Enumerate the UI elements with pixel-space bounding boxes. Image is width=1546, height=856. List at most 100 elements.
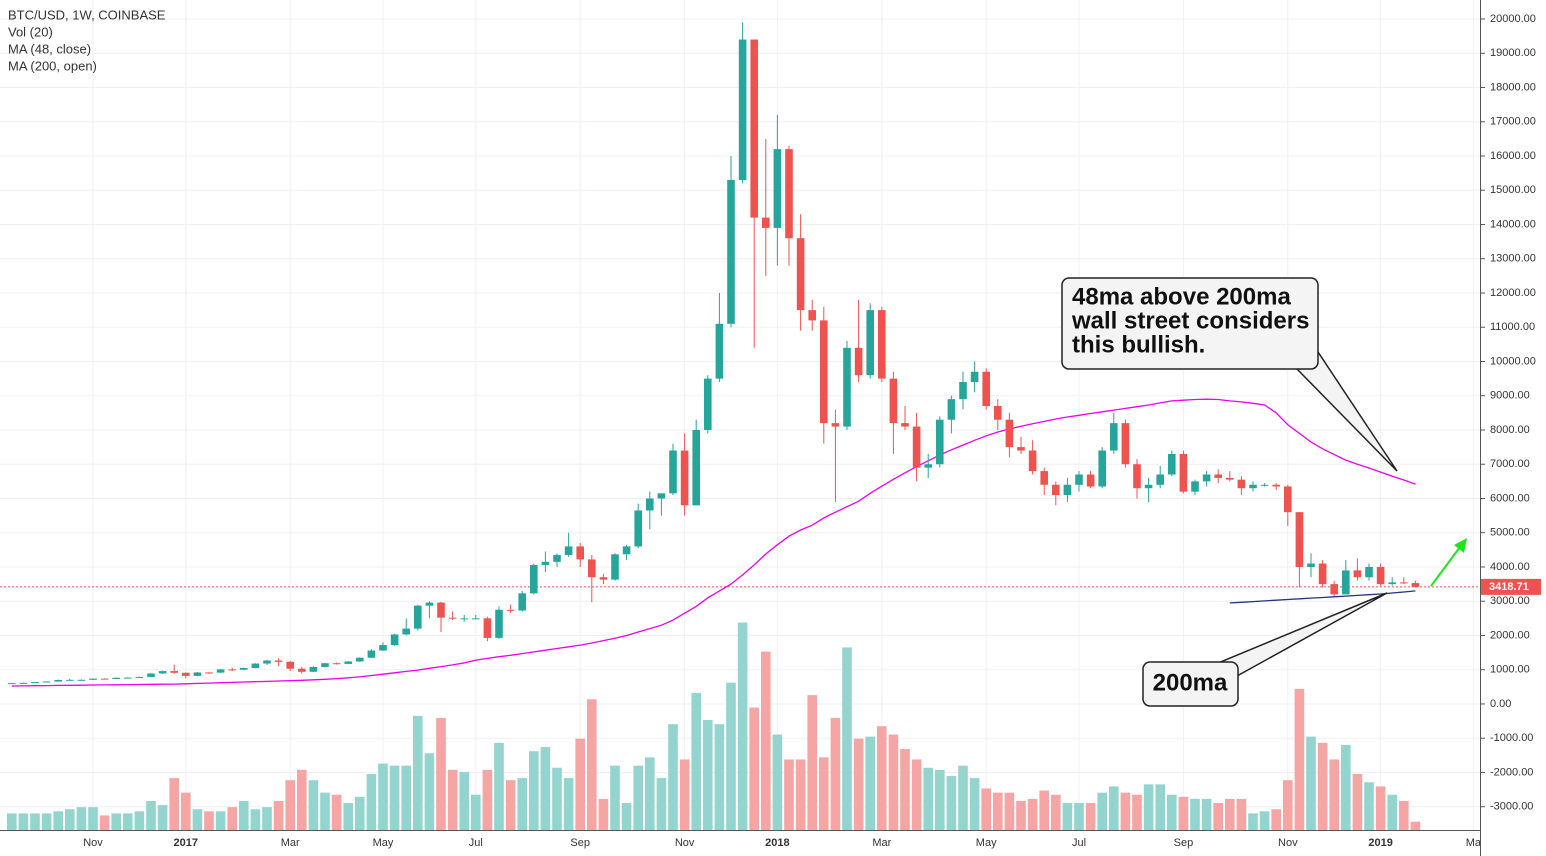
candle-body <box>1086 474 1095 487</box>
candle-body <box>1179 453 1188 492</box>
candle-body <box>1365 566 1373 578</box>
volume-bar <box>157 805 168 830</box>
volume-bar <box>749 707 759 830</box>
candle-body <box>89 678 97 680</box>
volume-bar <box>911 759 922 830</box>
volume-bar <box>1120 792 1131 830</box>
candle-body <box>42 681 51 683</box>
volume-bar <box>1201 798 1212 830</box>
volume-bar <box>331 794 342 830</box>
volume-bar <box>958 765 968 830</box>
candle-body <box>947 399 956 420</box>
candle-body <box>1156 474 1164 485</box>
volume-bar <box>146 800 156 830</box>
candle-body <box>112 677 120 679</box>
volume-bar <box>41 813 52 830</box>
volume-bar <box>1213 803 1223 830</box>
volume-bar <box>993 792 1003 830</box>
volume-bar <box>1074 803 1084 830</box>
legend-entry: MA (48, close) <box>8 41 91 56</box>
volume-bar <box>65 809 75 830</box>
candle-body <box>1052 484 1060 496</box>
volume-bar <box>239 800 249 830</box>
volume-bar <box>111 813 121 830</box>
candle-body <box>762 217 770 228</box>
volume-bar <box>795 759 806 830</box>
candle-body <box>1237 479 1246 489</box>
volume-bar <box>1341 744 1351 830</box>
candle-body <box>901 423 909 427</box>
volume-bar <box>447 769 458 830</box>
volume-bar <box>598 798 609 830</box>
candle-body <box>298 668 306 672</box>
y-tick-label: 10000.00 <box>1490 355 1536 367</box>
volume-bar <box>935 769 945 830</box>
candle-body <box>367 650 376 658</box>
candle-body <box>216 669 225 673</box>
volume-bar <box>1364 782 1374 830</box>
volume-bar <box>668 724 678 830</box>
x-tick-label: May <box>373 837 394 849</box>
candle-body <box>414 605 422 629</box>
volume-bar <box>99 815 110 830</box>
y-tick-label: 6000.00 <box>1490 492 1530 504</box>
x-tick-label: Nov <box>675 837 695 849</box>
volume-bar <box>563 778 574 830</box>
candle-body <box>495 609 503 638</box>
volume-bar <box>900 749 910 830</box>
volume-bar <box>1375 786 1386 830</box>
volume-bar <box>308 780 319 830</box>
volume-bar <box>1283 780 1293 830</box>
volume-bar <box>227 807 237 830</box>
volume-bar <box>552 767 562 830</box>
ma-line <box>11 398 1416 687</box>
volume-bar <box>1399 800 1409 830</box>
x-axis: Nov 2017 Mar May Jul Sep Nov 2018 Mar May Jul Sep No… <box>0 830 1482 849</box>
x-tick-label: 2018 <box>765 837 789 849</box>
volume-bar <box>181 792 191 830</box>
candle-body <box>170 671 178 673</box>
candle-body <box>843 347 851 427</box>
arrow <box>1430 538 1467 587</box>
candle-body <box>1330 584 1338 595</box>
candle-body <box>124 677 132 679</box>
candle-body <box>1063 484 1072 496</box>
volume-bar <box>1004 792 1015 830</box>
volume-bar <box>888 734 899 830</box>
candle-body <box>100 678 109 680</box>
candle-body <box>1098 450 1106 487</box>
volume-bar <box>587 699 597 830</box>
candle-body <box>599 577 608 580</box>
volume-bar <box>1178 796 1189 830</box>
candle-body <box>309 666 318 672</box>
volume-bar <box>30 813 40 830</box>
volume-bar <box>946 776 957 830</box>
candle-body <box>692 429 700 506</box>
volume-bar <box>378 763 388 830</box>
volume-bar <box>285 780 295 830</box>
y-axis: -3000.00 -2000.00 -1000.00 0.00 1000.00 2000.… <box>1480 0 1546 856</box>
arrow-shaft <box>1430 546 1461 587</box>
x-tick-label: Sep <box>570 837 590 849</box>
candle-body <box>31 682 39 684</box>
volume-bar <box>1097 792 1107 830</box>
legend-entry: Vol (20) <box>8 24 53 39</box>
x-tick-label: 2017 <box>174 837 198 849</box>
candle-body <box>1075 474 1083 485</box>
x-tick-label: May <box>976 837 997 849</box>
candle-body <box>1307 563 1315 567</box>
volume-bar <box>1352 773 1363 830</box>
volume-bar <box>575 738 585 830</box>
candle-body <box>576 546 584 560</box>
volume-bar <box>76 807 87 830</box>
candle-body <box>286 661 294 669</box>
candle-body <box>1342 570 1350 595</box>
candle-body <box>646 498 654 511</box>
volume-bar <box>1329 759 1339 830</box>
volume-bar <box>691 693 701 830</box>
callout: 48ma above 200ma wall street considers t… <box>1061 277 1398 472</box>
candle-body <box>66 679 74 681</box>
candle-body <box>773 149 782 228</box>
candle-body <box>912 426 921 468</box>
